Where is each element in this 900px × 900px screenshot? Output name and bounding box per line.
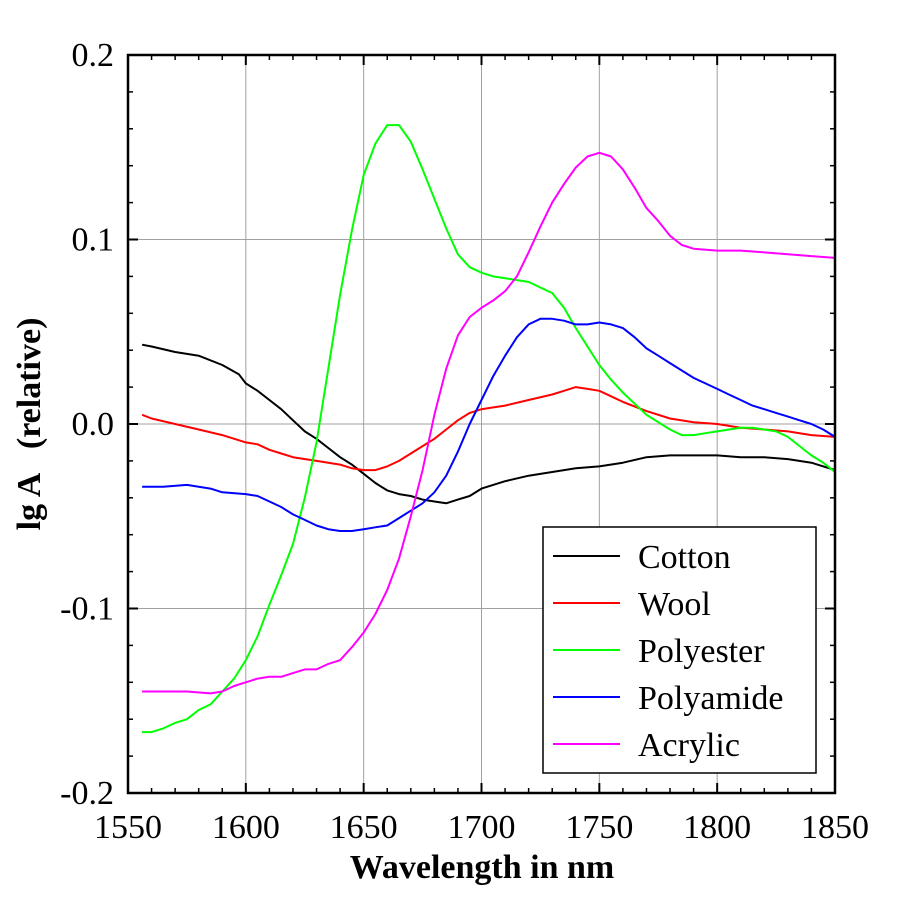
x-axis-tick-labels: 1550 1600 1650 1700 1750 1800 1850 bbox=[94, 809, 869, 846]
legend-label-polyamide: Polyamide bbox=[638, 680, 783, 717]
legend: Cotton Wool Polyester Polyamide Acrylic bbox=[542, 526, 817, 774]
x-tick-label: 1600 bbox=[212, 809, 280, 846]
legend-label-polyester: Polyester bbox=[638, 633, 765, 670]
x-tick-label: 1800 bbox=[683, 809, 751, 846]
axis-ticks bbox=[127, 54, 836, 794]
series-line-wool bbox=[141, 386, 836, 472]
x-axis-title: Wavelength in nm bbox=[350, 849, 614, 886]
y-axis-title: lg A (relative) bbox=[11, 318, 48, 531]
y-tick-label: 0.2 bbox=[72, 37, 115, 74]
x-tick-label: 1750 bbox=[565, 809, 633, 846]
legend-label-wool: Wool bbox=[638, 586, 711, 623]
y-tick-label: 0.1 bbox=[72, 222, 115, 259]
y-tick-label: 0.0 bbox=[72, 406, 115, 443]
plot-lines bbox=[141, 124, 836, 734]
legend-label-acrylic: Acrylic bbox=[638, 727, 740, 764]
x-tick-label: 1700 bbox=[448, 809, 516, 846]
y-tick-label: -0.1 bbox=[60, 591, 114, 628]
x-tick-label: 1850 bbox=[801, 809, 869, 846]
y-tick-label: -0.2 bbox=[60, 775, 114, 812]
series-line-polyamide bbox=[142, 317, 836, 532]
x-tick-label: 1650 bbox=[330, 809, 398, 846]
x-tick-label: 1550 bbox=[94, 809, 162, 846]
series-line-cotton bbox=[141, 343, 836, 505]
legend-label-cotton: Cotton bbox=[638, 539, 731, 576]
series-line-acrylic bbox=[142, 151, 836, 695]
y-axis-tick-labels: -0.2 -0.1 0.0 0.1 0.2 bbox=[60, 37, 114, 812]
series-line-polyester bbox=[142, 124, 836, 734]
